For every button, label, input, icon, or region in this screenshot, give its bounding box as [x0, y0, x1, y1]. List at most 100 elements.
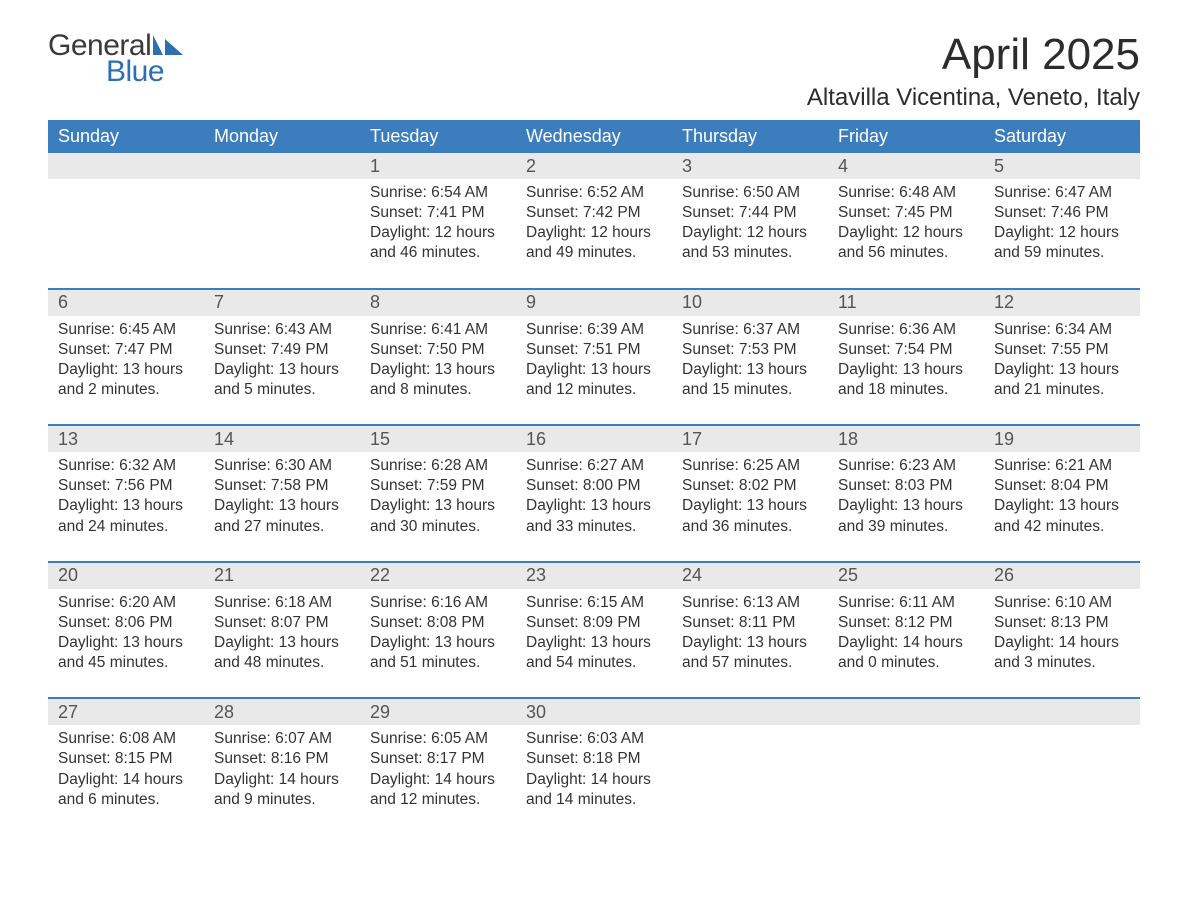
day-content-cell: Sunrise: 6:03 AMSunset: 8:18 PMDaylight:…: [516, 725, 672, 834]
weekday-header-row: SundayMondayTuesdayWednesdayThursdayFrid…: [48, 120, 1140, 153]
day-content-cell: Sunrise: 6:13 AMSunset: 8:11 PMDaylight:…: [672, 589, 828, 699]
day-number-cell: 25: [828, 563, 984, 589]
sunset-line: Sunset: 8:04 PM: [994, 476, 1130, 496]
sunrise-line: Sunrise: 6:15 AM: [526, 593, 662, 613]
daylight-line-1: Daylight: 13 hours: [58, 496, 194, 516]
day-content-cell: Sunrise: 6:52 AMSunset: 7:42 PMDaylight:…: [516, 179, 672, 289]
daylight-line-2: and 12 minutes.: [526, 380, 662, 400]
day-content-cell: Sunrise: 6:36 AMSunset: 7:54 PMDaylight:…: [828, 316, 984, 426]
day-content-row: Sunrise: 6:54 AMSunset: 7:41 PMDaylight:…: [48, 179, 1140, 289]
day-content-cell: [672, 725, 828, 834]
sunset-line: Sunset: 8:06 PM: [58, 613, 194, 633]
day-content-cell: Sunrise: 6:23 AMSunset: 8:03 PMDaylight:…: [828, 452, 984, 562]
day-number-cell: 16: [516, 426, 672, 452]
day-number-cell: 12: [984, 290, 1140, 316]
daylight-line-1: Daylight: 13 hours: [838, 360, 974, 380]
sunrise-line: Sunrise: 6:32 AM: [58, 456, 194, 476]
sunset-line: Sunset: 7:50 PM: [370, 340, 506, 360]
daylight-line-1: Daylight: 13 hours: [58, 360, 194, 380]
day-number-cell: 5: [984, 153, 1140, 179]
day-number-cell: 6: [48, 290, 204, 316]
day-content-cell: [828, 725, 984, 834]
sunrise-line: Sunrise: 6:36 AM: [838, 320, 974, 340]
daylight-line-2: and 8 minutes.: [370, 380, 506, 400]
daylight-line-1: Daylight: 14 hours: [994, 633, 1130, 653]
sunset-line: Sunset: 7:54 PM: [838, 340, 974, 360]
month-title: April 2025: [807, 30, 1140, 80]
day-content-cell: [204, 179, 360, 289]
location-subtitle: Altavilla Vicentina, Veneto, Italy: [807, 84, 1140, 112]
daylight-line-2: and 30 minutes.: [370, 517, 506, 537]
daylight-line-2: and 53 minutes.: [682, 243, 818, 263]
day-number-cell: [204, 153, 360, 179]
day-number-cell: [984, 699, 1140, 725]
sunrise-line: Sunrise: 6:45 AM: [58, 320, 194, 340]
daylight-line-1: Daylight: 13 hours: [214, 633, 350, 653]
sunset-line: Sunset: 8:16 PM: [214, 749, 350, 769]
sunset-line: Sunset: 7:49 PM: [214, 340, 350, 360]
day-number-cell: 13: [48, 426, 204, 452]
day-number-cell: 18: [828, 426, 984, 452]
sunset-line: Sunset: 8:00 PM: [526, 476, 662, 496]
weekday-header: Monday: [204, 120, 360, 153]
daylight-line-1: Daylight: 14 hours: [526, 770, 662, 790]
daylight-line-2: and 46 minutes.: [370, 243, 506, 263]
daylight-line-1: Daylight: 12 hours: [370, 223, 506, 243]
day-number-row: 12345: [48, 153, 1140, 179]
daylight-line-2: and 54 minutes.: [526, 653, 662, 673]
day-content-cell: Sunrise: 6:25 AMSunset: 8:02 PMDaylight:…: [672, 452, 828, 562]
daylight-line-2: and 9 minutes.: [214, 790, 350, 810]
day-number-cell: 19: [984, 426, 1140, 452]
weekday-header: Tuesday: [360, 120, 516, 153]
day-number-cell: 8: [360, 290, 516, 316]
weekday-header: Wednesday: [516, 120, 672, 153]
sunrise-line: Sunrise: 6:52 AM: [526, 183, 662, 203]
daylight-line-1: Daylight: 14 hours: [838, 633, 974, 653]
daylight-line-1: Daylight: 14 hours: [58, 770, 194, 790]
sunset-line: Sunset: 7:56 PM: [58, 476, 194, 496]
daylight-line-2: and 57 minutes.: [682, 653, 818, 673]
weekday-header: Sunday: [48, 120, 204, 153]
day-content-row: Sunrise: 6:20 AMSunset: 8:06 PMDaylight:…: [48, 589, 1140, 699]
sunrise-line: Sunrise: 6:39 AM: [526, 320, 662, 340]
sunset-line: Sunset: 8:07 PM: [214, 613, 350, 633]
sunset-line: Sunset: 8:08 PM: [370, 613, 506, 633]
day-content-cell: Sunrise: 6:37 AMSunset: 7:53 PMDaylight:…: [672, 316, 828, 426]
day-content-cell: Sunrise: 6:32 AMSunset: 7:56 PMDaylight:…: [48, 452, 204, 562]
calendar-body: 12345Sunrise: 6:54 AMSunset: 7:41 PMDayl…: [48, 153, 1140, 834]
day-content-cell: Sunrise: 6:47 AMSunset: 7:46 PMDaylight:…: [984, 179, 1140, 289]
day-content-cell: Sunrise: 6:30 AMSunset: 7:58 PMDaylight:…: [204, 452, 360, 562]
sunrise-line: Sunrise: 6:43 AM: [214, 320, 350, 340]
sunrise-line: Sunrise: 6:54 AM: [370, 183, 506, 203]
daylight-line-1: Daylight: 14 hours: [214, 770, 350, 790]
day-content-cell: Sunrise: 6:45 AMSunset: 7:47 PMDaylight:…: [48, 316, 204, 426]
day-content-cell: Sunrise: 6:34 AMSunset: 7:55 PMDaylight:…: [984, 316, 1140, 426]
day-content-cell: [48, 179, 204, 289]
day-content-cell: Sunrise: 6:54 AMSunset: 7:41 PMDaylight:…: [360, 179, 516, 289]
sunrise-line: Sunrise: 6:37 AM: [682, 320, 818, 340]
sunrise-line: Sunrise: 6:50 AM: [682, 183, 818, 203]
logo-word-blue: Blue: [106, 56, 187, 88]
daylight-line-2: and 49 minutes.: [526, 243, 662, 263]
daylight-line-1: Daylight: 13 hours: [370, 496, 506, 516]
daylight-line-2: and 27 minutes.: [214, 517, 350, 537]
day-number-cell: 23: [516, 563, 672, 589]
day-content-cell: Sunrise: 6:11 AMSunset: 8:12 PMDaylight:…: [828, 589, 984, 699]
sunset-line: Sunset: 8:02 PM: [682, 476, 818, 496]
daylight-line-2: and 39 minutes.: [838, 517, 974, 537]
daylight-line-2: and 15 minutes.: [682, 380, 818, 400]
sunrise-line: Sunrise: 6:23 AM: [838, 456, 974, 476]
daylight-line-2: and 45 minutes.: [58, 653, 194, 673]
sunset-line: Sunset: 7:51 PM: [526, 340, 662, 360]
day-number-cell: 10: [672, 290, 828, 316]
daylight-line-1: Daylight: 13 hours: [682, 633, 818, 653]
day-number-cell: 14: [204, 426, 360, 452]
sunset-line: Sunset: 7:46 PM: [994, 203, 1130, 223]
daylight-line-2: and 3 minutes.: [994, 653, 1130, 673]
sunrise-line: Sunrise: 6:07 AM: [214, 729, 350, 749]
day-number-cell: 7: [204, 290, 360, 316]
day-number-cell: 3: [672, 153, 828, 179]
sunrise-line: Sunrise: 6:30 AM: [214, 456, 350, 476]
day-number-row: 27282930: [48, 699, 1140, 725]
day-number-cell: 30: [516, 699, 672, 725]
